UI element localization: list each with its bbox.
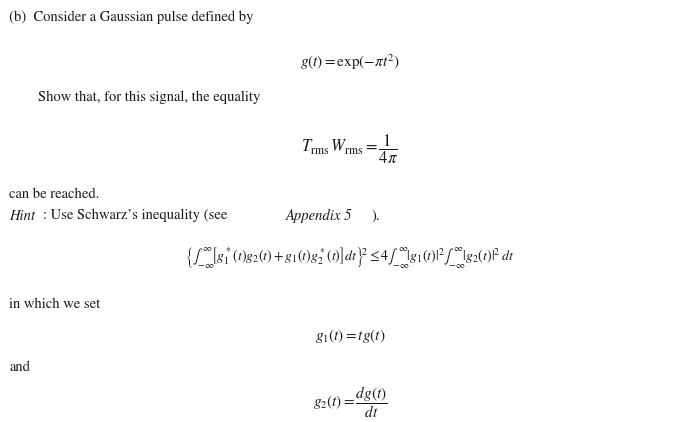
Text: Show that, for this signal, the equality: Show that, for this signal, the equality: [38, 91, 261, 104]
Text: (b)  Consider a Gaussian pulse defined by: (b) Consider a Gaussian pulse defined by: [9, 11, 253, 24]
Text: $g_2(t) = \dfrac{dg(t)}{dt}$: $g_2(t) = \dfrac{dg(t)}{dt}$: [313, 384, 387, 420]
Text: ).: ).: [371, 209, 379, 222]
Text: Appendix 5: Appendix 5: [286, 209, 352, 223]
Text: and: and: [9, 361, 30, 374]
Text: in which we set: in which we set: [9, 298, 100, 311]
Text: $g_1(t) = tg(t)$: $g_1(t) = tg(t)$: [315, 327, 385, 345]
Text: $\left\{\int_{-\infty}^{\infty}\!\left[g_1^*(t)g_2(t) + g_1(t)g_2^*(t)\right]dt\: $\left\{\int_{-\infty}^{\infty}\!\left[g…: [186, 246, 514, 271]
Text: $g(t) = \mathrm{exp}(-\pi t^2)$: $g(t) = \mathrm{exp}(-\pi t^2)$: [300, 53, 400, 72]
Text: Hint: Hint: [9, 209, 35, 223]
Text: $T_{\rm rms}\, W_{\rm rms} = \dfrac{1}{4\pi}$: $T_{\rm rms}\, W_{\rm rms} = \dfrac{1}{4…: [302, 133, 398, 166]
Text: : Use Schwarz’s inequality (see: : Use Schwarz’s inequality (see: [43, 209, 231, 222]
Text: can be reached.: can be reached.: [9, 188, 99, 201]
